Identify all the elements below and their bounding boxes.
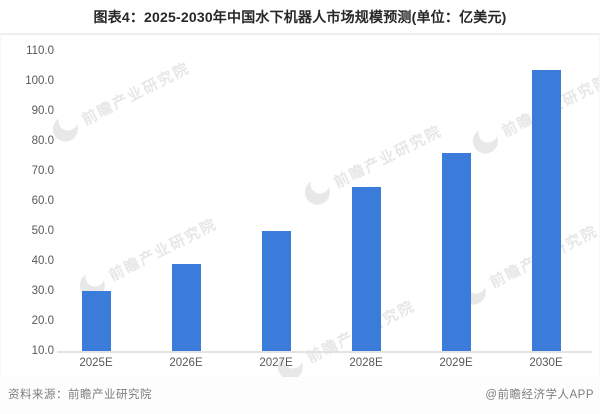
bar-2030E (531, 70, 561, 351)
bar-2029E (441, 153, 471, 351)
y-tick-label: 60.0 (31, 195, 54, 207)
bar-column (321, 35, 411, 351)
chart-title: 图表4：2025-2030年中国水下机器人市场规模预测(单位：亿美元) (93, 9, 507, 25)
bar-2027E (261, 231, 291, 351)
x-tick-label: 2027E (259, 357, 293, 369)
y-tick-label: 50.0 (31, 225, 54, 237)
x-axis-line (57, 351, 592, 353)
bar-2025E (81, 291, 111, 351)
bar-column (231, 35, 321, 351)
y-tick-label: 40.0 (31, 255, 54, 267)
x-tick-label: 2030E (529, 357, 563, 369)
x-tick-label: 2026E (169, 357, 203, 369)
x-tick-label: 2029E (439, 357, 473, 369)
bar-column (141, 35, 231, 351)
app-credit: @前瞻经济学人APP (485, 389, 594, 401)
y-tick-label: 90.0 (31, 105, 54, 117)
bar-column (411, 35, 501, 351)
y-tick-label: 30.0 (31, 285, 54, 297)
x-axis-labels: 2025E 2026E 2027E 2028E 2029E 2030E (51, 357, 591, 369)
footer: 资料来源：前瞻产业研究院 @前瞻经济学人APP (0, 377, 600, 414)
y-tick-label: 20.0 (31, 315, 54, 327)
bar-column (501, 35, 591, 351)
x-tick-label: 2025E (79, 357, 113, 369)
y-tick-label: 70.0 (31, 165, 54, 177)
bar-2028E (351, 187, 381, 351)
y-tick-label: 110.0 (26, 45, 54, 57)
bar-series (51, 35, 591, 351)
x-tick-label: 2028E (349, 357, 383, 369)
chart-panel: 前瞻产业研究院前瞻产业研究院前瞻产业研究院前瞻产业研究院前瞻产业研究院前瞻产业研… (0, 33, 600, 379)
y-tick-label: 100.0 (25, 75, 54, 87)
y-tick-label: 10.0 (31, 345, 54, 357)
y-tick-label: 80.0 (31, 135, 54, 147)
bar-column (51, 35, 141, 351)
bar-2026E (171, 264, 201, 351)
source-note: 资料来源：前瞻产业研究院 (8, 389, 152, 401)
